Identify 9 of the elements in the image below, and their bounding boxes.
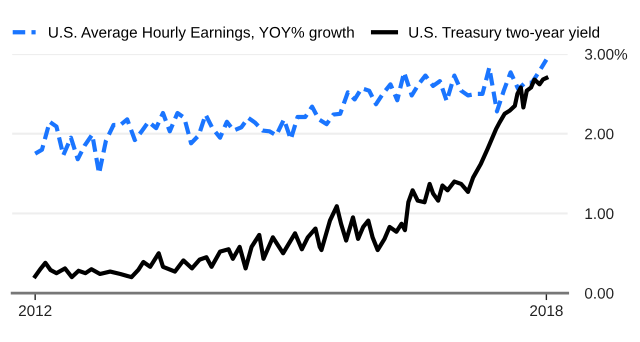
line-series bbox=[33, 76, 548, 280]
legend-label: U.S. Treasury two-year yield bbox=[409, 26, 600, 41]
y-tick-label: 3.00% bbox=[584, 48, 628, 60]
x-tick-label: 2012 bbox=[18, 305, 52, 316]
y-tick-label: 2.00 bbox=[585, 128, 614, 140]
legend-label: U.S. Average Hourly Earnings, YOY% growth bbox=[49, 26, 354, 41]
y-tick-label: 1.00 bbox=[586, 208, 614, 220]
x-tick-label: 2018 bbox=[530, 305, 563, 316]
y-tick-label: 0.00 bbox=[584, 288, 614, 299]
